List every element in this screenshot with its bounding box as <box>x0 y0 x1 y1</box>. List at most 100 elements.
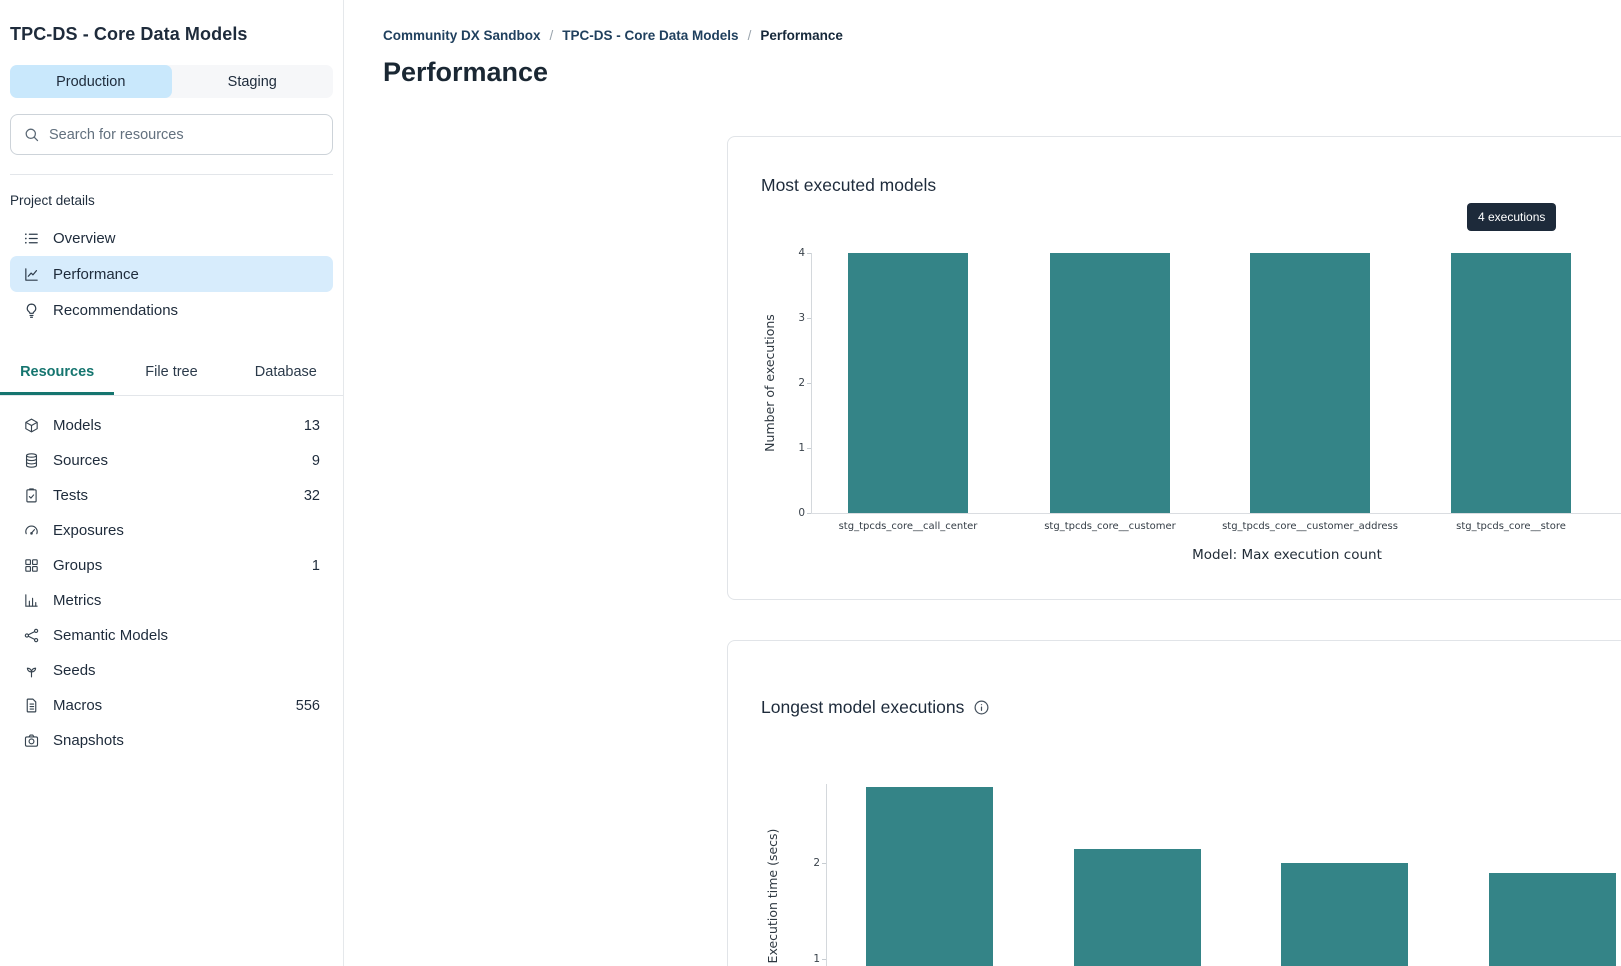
resource-row-exposures[interactable]: Exposures <box>10 513 333 548</box>
environment-toggle: Production Staging <box>10 65 333 98</box>
most-executed-models-card: Most executed models Max Job Last 2 Mont… <box>727 136 1621 600</box>
sidebar-item-label: Performance <box>53 265 139 283</box>
y-tick-mark <box>822 863 826 864</box>
longest-model-executions-card: Longest model executions Max Job Last 2 … <box>727 640 1621 966</box>
grid-icon <box>23 557 40 574</box>
resource-row-seeds[interactable]: Seeds <box>10 653 333 688</box>
cube-icon <box>23 417 40 434</box>
sidebar-item-recommendations[interactable]: Recommendations <box>10 292 333 328</box>
resource-label: Sources <box>53 452 109 469</box>
project-title: TPC-DS - Core Data Models <box>10 24 248 44</box>
y-tick-label: 2 <box>813 857 820 869</box>
resource-row-semantic-models[interactable]: Semantic Models <box>10 618 333 653</box>
resource-count: 1 <box>311 557 320 574</box>
info-icon[interactable] <box>973 699 990 716</box>
resource-row-macros[interactable]: Macros 556 <box>10 688 333 723</box>
lightbulb-icon <box>23 302 40 319</box>
sidebar-item-label: Overview <box>53 229 116 247</box>
breadcrumb-separator: / <box>747 28 752 43</box>
resource-count: 9 <box>311 452 320 469</box>
breadcrumb-current: Performance <box>760 28 843 43</box>
y-tick-mark <box>807 253 811 254</box>
x-category-label: stg_tpcds_core__store <box>1456 521 1566 532</box>
camera-icon <box>23 732 40 749</box>
divider <box>10 174 333 175</box>
tab-resources[interactable]: Resources <box>0 354 115 395</box>
bar[interactable] <box>1451 253 1571 513</box>
resource-row-metrics[interactable]: Metrics <box>10 583 333 618</box>
bar[interactable] <box>848 253 968 513</box>
breadcrumb-project[interactable]: TPC-DS - Core Data Models <box>562 28 739 43</box>
x-axis-line <box>811 513 1621 514</box>
resource-row-snapshots[interactable]: Snapshots <box>10 723 333 758</box>
y-tick-label: 1 <box>798 442 805 454</box>
x-axis-title: Model: Max execution count <box>1192 547 1382 563</box>
resource-list: Models 13 Sources 9 Tests 32 Exposures G… <box>0 408 343 758</box>
chart-title: Longest model executions <box>761 697 990 718</box>
bar[interactable] <box>1050 253 1170 513</box>
bar[interactable] <box>1488 872 1616 966</box>
y-tick-label: 2 <box>798 377 805 389</box>
main-content: Community DX Sandbox / TPC-DS - Core Dat… <box>344 0 1621 966</box>
gauge-icon <box>23 522 40 539</box>
y-tick-label: 4 <box>798 247 805 259</box>
most-executed-models-chart: 0 1 2 3 4 stg_tpcds_core__call_center stg_tpcd… <box>728 137 1621 599</box>
sidebar-tabs: Resources File tree Database <box>0 354 343 396</box>
search-box[interactable] <box>10 114 333 155</box>
bar[interactable] <box>1280 863 1408 966</box>
network-icon <box>23 627 40 644</box>
resource-label: Exposures <box>53 522 124 539</box>
chart-line-icon <box>23 266 40 283</box>
resource-count: 13 <box>303 417 320 434</box>
sidebar: TPC-DS - Core Data Models Production Sta… <box>0 0 344 966</box>
y-axis-line <box>811 253 812 513</box>
resource-label: Semantic Models <box>53 627 169 644</box>
search-icon <box>23 126 40 143</box>
y-tick-label: 1 <box>813 952 820 965</box>
tab-database[interactable]: Database <box>254 364 317 380</box>
resource-row-models[interactable]: Models 13 <box>10 408 333 443</box>
clipboard-check-icon <box>23 487 40 504</box>
resource-row-tests[interactable]: Tests 32 <box>10 478 333 513</box>
staging-tab[interactable]: Staging <box>227 73 277 90</box>
database-icon <box>23 452 40 469</box>
resource-label: Seeds <box>53 662 96 679</box>
tab-file-tree[interactable]: File tree <box>145 364 198 380</box>
resource-label: Groups <box>53 557 103 574</box>
resource-label: Models <box>53 417 102 434</box>
y-tick-mark <box>822 958 826 960</box>
breadcrumb: Community DX Sandbox / TPC-DS - Core Dat… <box>383 28 1621 43</box>
sprout-icon <box>23 662 40 679</box>
search-input[interactable] <box>49 126 320 143</box>
y-tick-mark <box>807 318 811 319</box>
breadcrumb-separator: / <box>549 28 554 43</box>
chart-title: Most executed models <box>761 175 937 195</box>
resource-label: Macros <box>53 697 103 714</box>
bar[interactable] <box>1073 848 1201 966</box>
bar[interactable] <box>1250 253 1370 513</box>
y-tick-mark <box>807 383 811 384</box>
resource-row-groups[interactable]: Groups 1 <box>10 548 333 583</box>
project-details-label: Project details <box>10 193 95 208</box>
list-icon <box>23 230 40 247</box>
x-category-label: stg_tpcds_core__call_center <box>838 521 978 532</box>
resource-label: Metrics <box>53 592 102 609</box>
resource-row-sources[interactable]: Sources 9 <box>10 443 333 478</box>
bar[interactable] <box>865 786 993 966</box>
y-tick-label: 3 <box>798 312 805 324</box>
sidebar-item-overview[interactable]: Overview <box>10 220 333 256</box>
resource-count: 556 <box>295 697 320 714</box>
breadcrumb-account[interactable]: Community DX Sandbox <box>383 28 541 43</box>
document-icon <box>23 697 40 714</box>
resource-label: Tests <box>53 487 89 504</box>
chart-tooltip: 4 executions <box>1467 203 1557 231</box>
y-axis-title: Execution time (secs) <box>765 828 780 964</box>
production-tab[interactable]: Production <box>10 65 172 98</box>
sidebar-item-label: Recommendations <box>53 301 179 319</box>
y-tick-mark <box>807 513 811 514</box>
page-title: Performance <box>383 57 549 87</box>
y-tick-label: 0 <box>798 507 805 519</box>
longest-model-executions-chart: 1 2 Execution time (secs) <box>728 641 1621 966</box>
resource-label: Snapshots <box>53 732 124 749</box>
sidebar-item-performance[interactable]: Performance <box>10 256 333 292</box>
